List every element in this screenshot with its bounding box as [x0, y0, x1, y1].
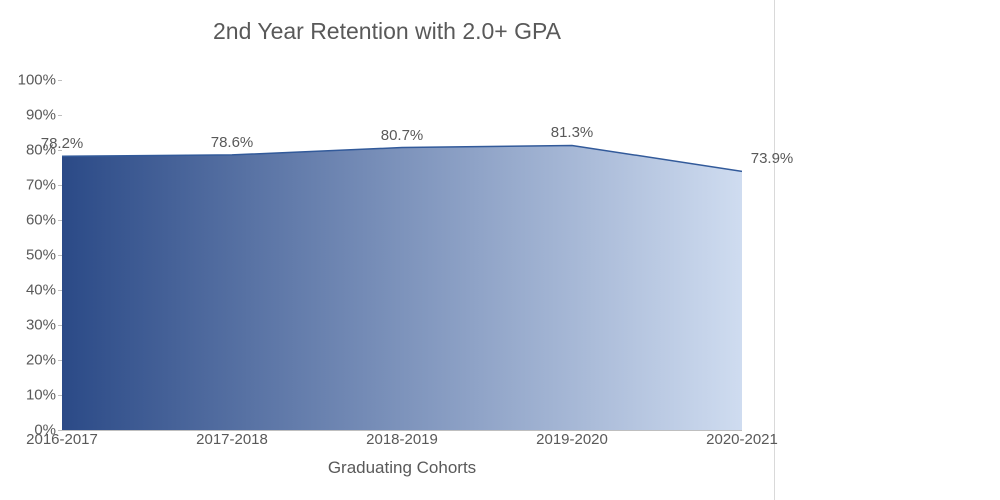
y-tick — [58, 255, 62, 256]
y-tick — [58, 220, 62, 221]
y-tick — [58, 325, 62, 326]
y-tick-label: 90% — [0, 108, 56, 123]
y-tick — [58, 290, 62, 291]
y-axis-labels: 0%10%20%30%40%50%60%70%80%90%100% — [0, 80, 56, 430]
data-label: 81.3% — [551, 125, 594, 140]
y-tick-label: 30% — [0, 318, 56, 333]
y-tick — [58, 80, 62, 81]
y-tick — [58, 430, 62, 431]
x-tick-label: 2016-2017 — [26, 432, 98, 447]
x-tick-label: 2017-2018 — [196, 432, 268, 447]
y-tick — [58, 185, 62, 186]
y-tick-label: 60% — [0, 213, 56, 228]
retention-area-chart: 2nd Year Retention with 2.0+ GPA 0%10%20… — [0, 0, 775, 500]
data-labels: 78.2%78.6%80.7%81.3%73.9% — [62, 80, 742, 430]
y-tick-label: 20% — [0, 353, 56, 368]
y-tick-label: 100% — [0, 73, 56, 88]
data-label: 78.6% — [211, 135, 254, 150]
x-tick-label: 2018-2019 — [366, 432, 438, 447]
y-tick-label: 40% — [0, 283, 56, 298]
x-tick-label: 2020-2021 — [706, 432, 778, 447]
data-label: 78.2% — [41, 136, 84, 151]
data-label: 73.9% — [751, 151, 794, 166]
y-tick-label: 10% — [0, 388, 56, 403]
x-axis-labels: 2016-20172017-20182018-20192019-20202020… — [62, 432, 742, 454]
y-tick — [58, 115, 62, 116]
y-tick — [58, 150, 62, 151]
data-label: 80.7% — [381, 128, 424, 143]
x-axis-title: Graduating Cohorts — [62, 458, 742, 478]
y-tick — [58, 360, 62, 361]
chart-title: 2nd Year Retention with 2.0+ GPA — [0, 18, 774, 45]
y-tick-label: 70% — [0, 178, 56, 193]
x-tick-label: 2019-2020 — [536, 432, 608, 447]
y-tick — [58, 395, 62, 396]
y-tick-label: 50% — [0, 248, 56, 263]
